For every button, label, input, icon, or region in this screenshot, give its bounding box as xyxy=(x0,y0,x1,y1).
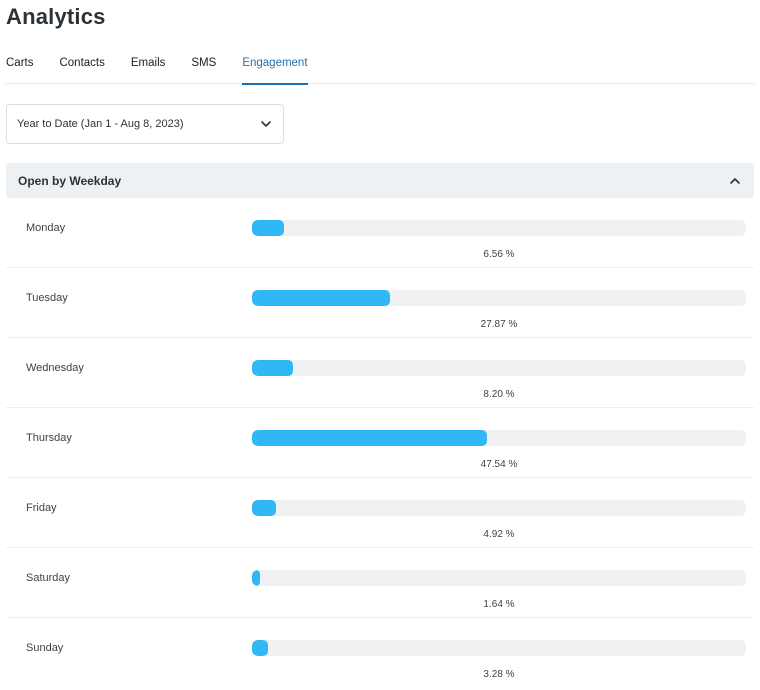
progress-track xyxy=(252,430,746,446)
date-range-value: Year to Date (Jan 1 - Aug 8, 2023) xyxy=(17,118,184,130)
percent-label: 1.64 % xyxy=(483,599,515,610)
weekday-row-tuesday: Tuesday 27.87 % xyxy=(6,268,754,338)
progress-fill xyxy=(252,290,390,306)
weekday-list: Monday 6.56 % Tuesday 27.87 % Wednesday … xyxy=(6,198,754,688)
percent-label: 6.56 % xyxy=(483,249,515,260)
weekday-row-sunday: Sunday 3.28 % xyxy=(6,618,754,688)
weekday-row-thursday: Thursday 47.54 % xyxy=(6,408,754,478)
weekday-label: Saturday xyxy=(26,572,71,584)
percent-label: 47.54 % xyxy=(480,459,518,470)
progress-fill xyxy=(252,220,285,236)
progress-track xyxy=(252,640,746,656)
panel-title: Open by Weekday xyxy=(18,173,122,188)
percent-label: 27.87 % xyxy=(480,319,518,330)
tab-engagement[interactable]: Engagement xyxy=(242,56,308,85)
tab-contacts[interactable]: Contacts xyxy=(59,57,105,69)
weekday-label: Friday xyxy=(26,502,57,514)
tab-bar: Carts Contacts Emails SMS Engagement xyxy=(6,56,754,85)
weekday-row-saturday: Saturday 1.64 % xyxy=(6,548,754,618)
percent-label: 3.28 % xyxy=(483,669,515,680)
progress-fill xyxy=(252,430,487,446)
tab-emails[interactable]: Emails xyxy=(130,57,166,69)
progress-track xyxy=(252,360,746,376)
progress-track xyxy=(252,500,746,516)
weekday-row-wednesday: Wednesday 8.20 % xyxy=(6,338,754,408)
percent-label: 8.20 % xyxy=(483,389,515,400)
open-by-weekday-header[interactable]: Open by Weekday xyxy=(6,163,754,198)
weekday-label: Thursday xyxy=(26,432,72,444)
tab-carts[interactable]: Carts xyxy=(6,57,34,69)
tab-sms[interactable]: SMS xyxy=(191,57,217,69)
progress-fill xyxy=(252,570,261,586)
progress-track xyxy=(252,570,746,586)
progress-fill xyxy=(252,360,293,376)
chevron-up-icon[interactable] xyxy=(728,174,742,188)
page-title: Analytics xyxy=(6,4,106,29)
progress-fill xyxy=(252,640,269,656)
progress-track xyxy=(252,220,746,236)
date-range-select[interactable]: Year to Date (Jan 1 - Aug 8, 2023) xyxy=(6,104,284,144)
weekday-row-friday: Friday 4.92 % xyxy=(6,478,754,548)
weekday-label: Monday xyxy=(26,222,66,234)
chevron-down-icon xyxy=(261,121,271,127)
weekday-label: Wednesday xyxy=(26,362,84,374)
weekday-label: Sunday xyxy=(26,642,64,654)
progress-track xyxy=(252,290,746,306)
weekday-label: Tuesday xyxy=(26,292,68,304)
weekday-row-monday: Monday 6.56 % xyxy=(6,198,754,268)
percent-label: 4.92 % xyxy=(483,529,515,540)
progress-fill xyxy=(252,500,277,516)
